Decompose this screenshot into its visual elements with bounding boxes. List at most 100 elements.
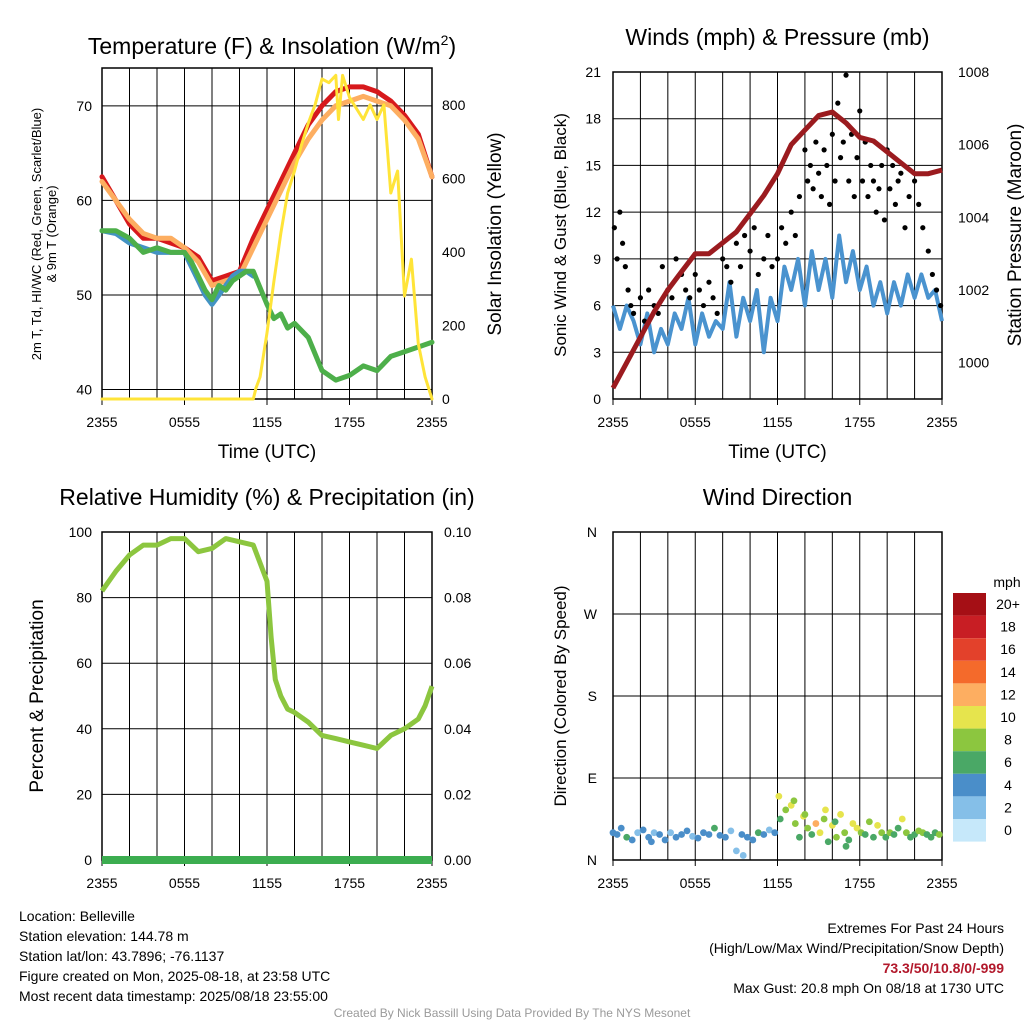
gust-point — [837, 155, 844, 161]
direction-point — [754, 829, 762, 837]
direction-point — [849, 820, 857, 827]
x-tick-label: 1755 — [334, 414, 365, 430]
colorbar-label: 4 — [1004, 777, 1012, 793]
y-tick-label: 70 — [76, 98, 92, 114]
colorbar-label: 6 — [1004, 754, 1012, 770]
gust-point — [925, 248, 931, 254]
x-tick-label: 0555 — [680, 414, 711, 430]
gust-point — [843, 72, 849, 78]
direction-point — [812, 820, 820, 827]
y-axis-label: Direction (Colored By Speed) — [551, 585, 570, 806]
y-tick-label: 100 — [69, 524, 93, 540]
direction-point — [738, 831, 746, 838]
x-tick-label: 1755 — [844, 875, 875, 891]
y-right-tick-label: 0.08 — [444, 590, 471, 606]
direction-point — [790, 797, 798, 805]
gust-point — [898, 170, 904, 176]
x-tick-label: 0555 — [169, 875, 200, 891]
gust-point — [751, 225, 757, 231]
direction-point — [833, 833, 840, 841]
y-right-axis-label: Solar Insolation (Yellow) — [485, 132, 506, 335]
gust-point — [637, 295, 644, 301]
colorbar-label: 0 — [1004, 822, 1012, 838]
series-line — [99, 228, 435, 383]
gust-point — [859, 178, 866, 184]
gust-point — [622, 264, 628, 270]
direction-point — [822, 806, 829, 814]
direction-point — [796, 833, 803, 841]
gust-point — [810, 186, 816, 192]
y-tick-label: 3 — [593, 344, 601, 360]
gust-point — [857, 108, 863, 114]
direction-point — [727, 827, 735, 835]
colorbar: mph 20+ 18 16 14 12 10 8 6 4 2 0 — [953, 574, 1021, 842]
direction-point — [874, 821, 881, 829]
direction-point — [808, 831, 816, 838]
y-tick-label: 80 — [76, 590, 92, 606]
chart-title: Wind Direction — [703, 484, 853, 510]
x-tick-label: 2355 — [926, 414, 957, 430]
gust-point — [887, 186, 893, 192]
direction-point — [711, 824, 718, 832]
x-tick-label: 2355 — [597, 414, 628, 430]
temperature-chart: 2355 0555 1155 1755 2355 40 50 60 70 0 200 400 600 80… — [29, 32, 506, 463]
direction-point — [894, 824, 902, 832]
direction-point — [771, 829, 779, 837]
colorbar-swatch — [953, 819, 986, 842]
x-tick-label: 2355 — [926, 875, 957, 891]
gust-point — [673, 256, 679, 262]
x-tick-label: 0555 — [169, 414, 200, 430]
chart-title: Temperature (F) & Insolation (W/m2) — [88, 32, 456, 59]
colorbar-label: 16 — [1000, 641, 1016, 657]
colorbar-label: 2 — [1004, 799, 1012, 815]
gust-point — [700, 302, 707, 309]
direction-point — [760, 831, 768, 838]
gust-point — [911, 178, 918, 184]
y-tick-label: N — [587, 852, 597, 868]
y-tick-label: 0 — [593, 391, 601, 407]
y-label-line: 2m T, Td, HI/WC (Red, Green, Scarlet/Blu… — [29, 108, 44, 360]
direction-point — [890, 831, 898, 838]
direction-point — [841, 829, 849, 837]
gust-point — [646, 287, 652, 293]
direction-point — [820, 815, 828, 823]
colorbar-swatch — [953, 683, 986, 706]
direction-point — [716, 832, 724, 839]
y-right-tick-label: 400 — [442, 244, 466, 260]
gust-point — [669, 295, 675, 301]
direction-point — [791, 820, 799, 827]
x-tick-label: 1155 — [252, 414, 282, 430]
chart-title: Winds (mph) & Pressure (mb) — [625, 24, 929, 50]
gust-point — [714, 310, 720, 316]
direction-point — [739, 852, 747, 859]
colorbar-swatch — [953, 615, 986, 639]
extremes-values: 73.3/50/10.8/0/-999 — [882, 960, 1004, 976]
extremes-subtitle: (High/Low/Max Wind/Precipitation/Snow De… — [709, 940, 1004, 956]
direction-point — [861, 831, 869, 838]
location-text: Location: Belleville — [19, 908, 135, 924]
y-right-tick-label: 0.04 — [444, 721, 471, 737]
y-right-tick-label: 1004 — [958, 209, 989, 225]
direction-point — [683, 827, 691, 835]
gust-point — [892, 201, 898, 207]
gust-point — [840, 139, 846, 145]
title-superscript: 2 — [441, 32, 449, 48]
y-tick-label: W — [584, 606, 598, 622]
station-info: Location: Belleville Station elevation: … — [19, 906, 330, 1006]
y-tick-label: N — [587, 524, 597, 540]
max-gust-text: Max Gust: 20.8 mph On 08/18 at 1730 UTC — [733, 980, 1004, 996]
direction-point — [732, 847, 740, 855]
direction-point — [927, 833, 935, 841]
y-axis-label: Percent & Precipitation — [27, 599, 48, 792]
colorbar-label: 20+ — [996, 596, 1020, 612]
gust-point — [906, 193, 912, 200]
colorbar-swatch — [953, 728, 986, 752]
direction-point — [765, 826, 773, 834]
direction-point — [689, 832, 696, 840]
y-label-line: & 9m T (Orange) — [44, 185, 59, 282]
y-right-axis-label: Station Pressure (Maroon) — [1005, 124, 1024, 347]
direction-point — [870, 833, 877, 841]
gust-point — [737, 264, 744, 270]
y-tick-label: 40 — [76, 721, 92, 737]
